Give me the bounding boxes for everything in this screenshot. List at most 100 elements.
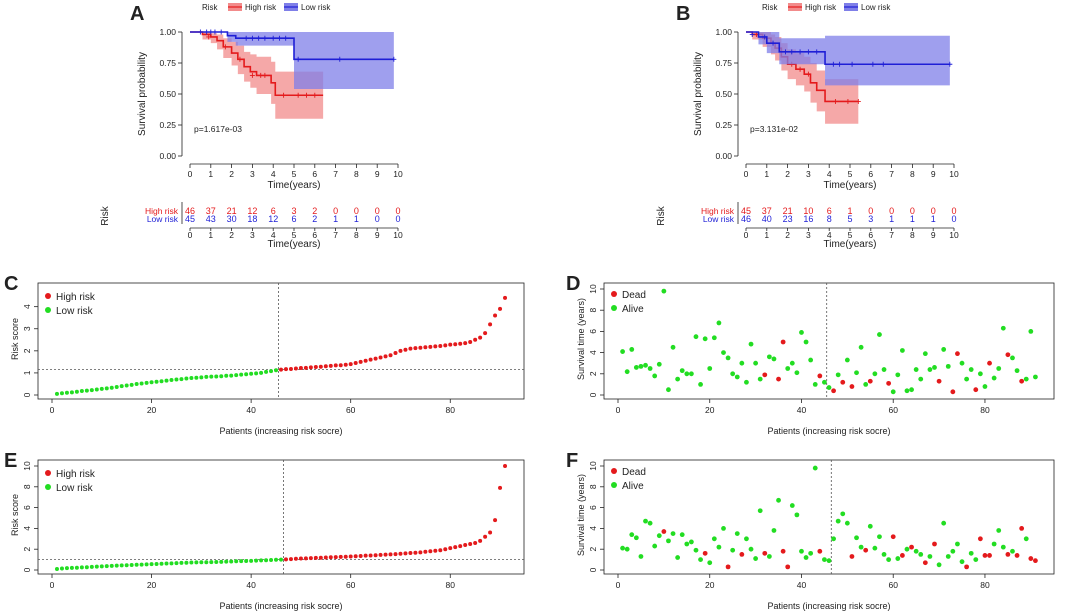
low-risk-point <box>204 374 209 379</box>
alive-point <box>725 355 731 361</box>
high-risk-point <box>393 351 398 356</box>
high-risk-point <box>483 331 488 336</box>
alive-point <box>661 288 667 294</box>
y-axis-title: Survival probability <box>137 52 148 136</box>
high-risk-point <box>448 342 453 347</box>
legend-dead: Dead <box>622 290 646 301</box>
x-tick-label: 0 <box>50 405 55 415</box>
legend-alive: Alive <box>622 481 644 492</box>
high-risk-point <box>453 545 458 550</box>
censor-mark <box>295 92 301 98</box>
alive-point <box>766 354 772 360</box>
low-risk-point <box>149 562 154 567</box>
risk-table-x-tick-label: 10 <box>393 230 403 240</box>
risk-count-low: 1 <box>931 214 936 224</box>
censor-mark <box>281 92 287 98</box>
x-axis-title: Time(years) <box>824 180 877 191</box>
dead-point <box>964 564 970 570</box>
low-risk-point <box>249 558 254 563</box>
censor-mark <box>855 98 861 104</box>
low-risk-point <box>84 388 89 393</box>
y-tick-label: 0.75 <box>715 58 732 68</box>
legend-dot-alive <box>611 482 617 488</box>
risk-count-high: 3 <box>291 206 296 216</box>
x-tick-label: 40 <box>797 405 807 415</box>
high-risk-point <box>323 555 328 560</box>
x-tick-label: 0 <box>616 580 621 590</box>
risk-table-x-tick-label: 9 <box>375 230 380 240</box>
x-tick-label: 0 <box>50 580 55 590</box>
high-risk-point <box>503 464 508 468</box>
legend-low-risk: Low risk <box>861 3 891 12</box>
legend-title: Risk <box>762 3 779 12</box>
alive-point <box>666 538 671 544</box>
risk-table-row-high: High risk <box>145 206 179 216</box>
dead-point <box>1033 558 1038 564</box>
km-legend: Risk High risk Low risk <box>202 3 331 12</box>
low-risk-point <box>234 373 239 378</box>
alive-point <box>670 344 676 350</box>
x-tick-label: 4 <box>271 169 276 179</box>
low-risk-point <box>164 561 169 566</box>
panel-label-D: D <box>566 273 580 295</box>
low-risk-point <box>229 373 234 378</box>
x-tick-label: 4 <box>827 169 832 179</box>
y-tick-label: 8 <box>22 484 32 489</box>
low-risk-point <box>59 566 64 571</box>
alive-point <box>918 376 924 382</box>
alive-point <box>721 526 726 531</box>
alive-point <box>881 367 887 372</box>
ci-band-low <box>190 32 394 90</box>
alive-point <box>757 376 763 382</box>
low-risk-point <box>239 372 244 377</box>
alive-point <box>698 382 703 387</box>
legend-title: Risk <box>202 3 219 12</box>
risk-count-low: 5 <box>847 214 852 224</box>
legend-low-risk: Low risk <box>56 483 94 494</box>
alive-point <box>666 387 671 393</box>
x-tick-label: 40 <box>246 405 256 415</box>
alive-point <box>803 555 809 560</box>
low-risk-point <box>129 382 134 387</box>
low-risk-point <box>264 369 269 374</box>
y-tick-label: 1.00 <box>715 27 732 37</box>
legend-dead: Dead <box>622 467 646 478</box>
alive-point <box>936 562 942 568</box>
low-risk-point <box>74 565 79 570</box>
dead-point <box>899 553 905 558</box>
high-risk-point <box>288 366 293 371</box>
alive-point <box>941 347 947 352</box>
risk-table-x-tick-label: 2 <box>785 230 790 240</box>
high-risk-point <box>468 542 473 546</box>
y-tick-label: 10 <box>588 461 598 471</box>
dead-point <box>1019 378 1025 384</box>
km-panel-A: A Risk High risk Low risk0.000.250.500.751.… <box>100 3 403 250</box>
risk-table-x-title: Time(years) <box>268 239 321 250</box>
y-tick-label: 0 <box>22 567 32 572</box>
high-risk-point <box>378 552 383 557</box>
dead-point <box>1014 553 1020 558</box>
x-tick-label: 5 <box>292 169 297 179</box>
risk-count-low: 2 <box>312 214 317 224</box>
risk-count-low: 1 <box>333 214 338 224</box>
alive-point <box>890 389 896 395</box>
low-risk-point <box>224 559 229 564</box>
dead-point <box>1019 526 1025 531</box>
low-risk-point <box>159 379 164 384</box>
alive-point <box>927 554 933 559</box>
low-risk-point <box>219 559 224 564</box>
high-risk-point <box>318 364 323 369</box>
high-risk-point <box>443 343 448 348</box>
alive-point <box>771 356 777 362</box>
high-risk-point <box>388 353 393 358</box>
high-risk-point <box>428 549 433 554</box>
alive-point <box>675 555 681 560</box>
high-risk-point <box>373 356 378 361</box>
alive-point <box>872 371 878 377</box>
low-risk-point <box>104 564 109 569</box>
high-risk-point <box>458 544 463 549</box>
high-risk-point <box>433 344 438 349</box>
alive-point <box>991 541 997 547</box>
risk-count-low: 0 <box>395 214 400 224</box>
